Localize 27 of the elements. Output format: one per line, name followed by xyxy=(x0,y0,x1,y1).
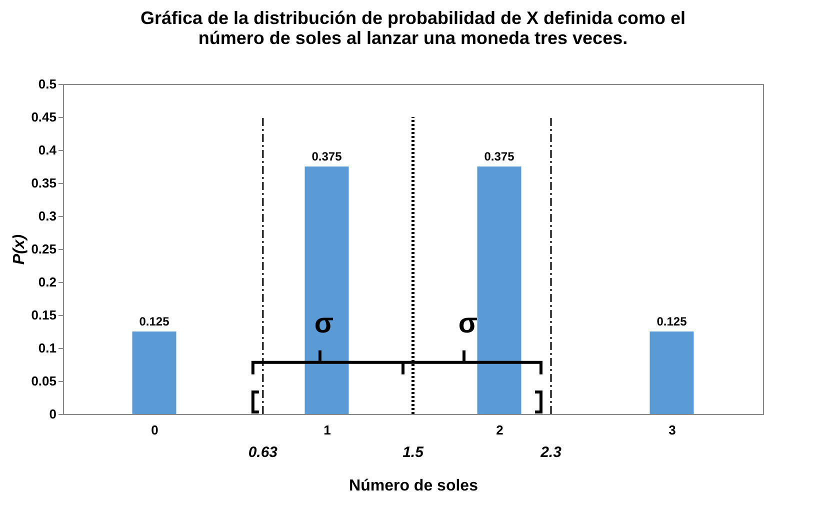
data-label: 0.125 xyxy=(139,314,170,328)
ref-line-label: 2.3 xyxy=(540,444,562,461)
x-tick-label: 2 xyxy=(496,422,504,438)
data-label: 0.375 xyxy=(312,150,342,164)
y-tick-label: 0.2 xyxy=(38,274,56,290)
chart-title: Gráfica de la distribución de probabilidad de X definida como el número de soles al lanzar una moneda tres veces. xyxy=(140,8,686,48)
x-axis-title: Número de soles xyxy=(349,478,478,494)
y-tick-label: 0.4 xyxy=(38,142,58,158)
ref-line-label: 0.63 xyxy=(248,444,278,461)
x-tick-label: 3 xyxy=(668,422,676,438)
y-tick-label: 0.05 xyxy=(31,374,56,388)
x-tick-label: 1 xyxy=(324,422,331,438)
y-tick-label: 0.45 xyxy=(31,110,56,124)
data-label: 0.375 xyxy=(484,150,515,164)
y-tick-label: 0.25 xyxy=(31,242,56,256)
y-axis-title: P(x) xyxy=(11,234,28,265)
annotation: σ xyxy=(458,307,478,338)
y-tick-label: 0.35 xyxy=(31,176,56,190)
annotation: σ xyxy=(314,307,334,338)
y-tick-label: 0.5 xyxy=(38,76,56,92)
data-label: 0.125 xyxy=(656,314,688,328)
y-tick-label: 0.15 xyxy=(31,308,56,322)
y-tick-label: 0.1 xyxy=(38,340,56,356)
x-tick-label: 0 xyxy=(151,422,158,438)
y-tick-label: 0 xyxy=(49,406,56,422)
ref-line-label: 1.5 xyxy=(402,444,424,461)
y-tick-label: 0.3 xyxy=(38,208,56,224)
